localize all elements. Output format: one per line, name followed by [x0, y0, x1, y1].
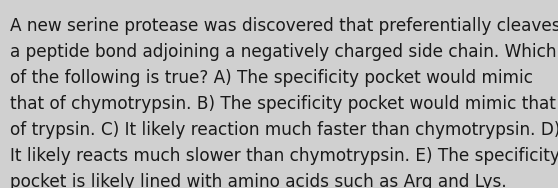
Text: that of chymotrypsin. B) The specificity pocket would mimic that: that of chymotrypsin. B) The specificity… — [10, 95, 556, 113]
Text: pocket is likely lined with amino acids such as Arg and Lys.: pocket is likely lined with amino acids … — [10, 173, 507, 188]
Text: of trypsin. C) It likely reaction much faster than chymotrypsin. D): of trypsin. C) It likely reaction much f… — [10, 121, 558, 139]
Text: a peptide bond adjoining a negatively charged side chain. Which: a peptide bond adjoining a negatively ch… — [10, 43, 556, 61]
Text: It likely reacts much slower than chymotrypsin. E) The specificity: It likely reacts much slower than chymot… — [10, 147, 558, 165]
Text: of the following is true? A) The specificity pocket would mimic: of the following is true? A) The specifi… — [10, 69, 533, 87]
Text: A new serine protease was discovered that preferentially cleaves: A new serine protease was discovered tha… — [10, 17, 558, 35]
